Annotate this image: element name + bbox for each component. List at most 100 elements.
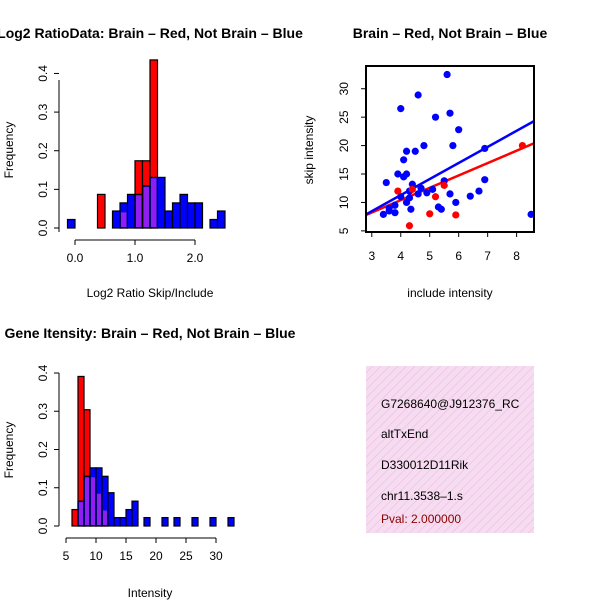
y-tick-label: 10	[337, 195, 351, 209]
not-brain-point	[402, 147, 411, 155]
overlap-bar	[97, 493, 101, 525]
x-tick-label: 20	[149, 549, 163, 563]
not-brain-point	[446, 109, 454, 117]
x-tick-label: 8	[513, 249, 520, 263]
not-brain-bar	[209, 218, 219, 229]
brain-point	[518, 141, 527, 150]
not-brain-bar	[216, 210, 226, 229]
not-brain-point	[408, 180, 416, 188]
y-tick-label: 5	[337, 227, 351, 234]
brain-bar	[96, 193, 106, 229]
not-brain-bar	[194, 202, 204, 229]
scatter-points	[366, 70, 534, 230]
overlap-bar	[136, 195, 142, 227]
not-brain-point	[411, 147, 419, 155]
not-brain-point	[446, 190, 454, 198]
y-tick-label: 0.4	[36, 65, 50, 82]
not-brain-point	[382, 178, 390, 187]
brain-point	[452, 211, 460, 219]
scatter-x-ticks: 3 4 5 6 7 8	[368, 232, 520, 263]
not-brain-point	[394, 170, 402, 178]
y-tick-label: 0.3	[36, 403, 50, 420]
not-brain-point	[466, 192, 474, 200]
x-tick-label: 15	[119, 549, 133, 563]
not-brain-bar	[179, 193, 189, 229]
not-brain-point	[437, 205, 445, 213]
y-tick-label: 30	[337, 82, 351, 96]
not-brain-bar	[126, 193, 136, 229]
not-brain-point	[429, 185, 437, 193]
not-brain-point	[397, 193, 405, 201]
y-tick-label: 0.2	[36, 142, 50, 159]
not-brain-point	[400, 156, 408, 164]
info-box: G7268640@J912376_RC altTxEnd D330012D11R…	[366, 366, 534, 533]
not-brain-bar	[171, 202, 181, 229]
not-brain-point	[414, 91, 422, 99]
not-brain-point	[443, 70, 451, 79]
ratio-histogram-bars	[66, 59, 226, 229]
info-pval: Pval: 2.000000	[381, 512, 461, 526]
scatter-plot-frame	[365, 65, 535, 233]
not-brain-bar	[191, 516, 199, 527]
scatter-panel: Brain – Red, Not Brain – Blue 3 4 5 6 7 8 5 10…	[302, 25, 547, 300]
brain-point	[426, 210, 434, 218]
not-brain-bar	[227, 516, 235, 527]
overlap-bar	[85, 477, 89, 525]
ratio-histogram-y-ticks: 0.0 0.1 0.2 0.3 0.4	[36, 65, 59, 236]
not-brain-point	[455, 126, 463, 134]
info-locus: chr11.3538–1.s	[381, 489, 463, 503]
scatter-x-label: include intensity	[407, 286, 492, 300]
brain-bar	[71, 508, 79, 527]
ratio-histogram-x-label: Log2 Ratio Skip/Include	[87, 286, 214, 300]
not-brain-bar	[119, 516, 127, 527]
overlap-bar	[121, 212, 127, 227]
info-probe-id: G7268640@J912376_RC	[381, 397, 520, 411]
not-brain-bar	[156, 176, 166, 229]
not-brain-point	[405, 194, 414, 202]
not-brain-point	[420, 141, 428, 150]
x-tick-label: 10	[89, 549, 103, 563]
not-brain-point	[391, 209, 399, 217]
not-brain-point	[449, 141, 457, 150]
not-brain-point	[414, 190, 422, 198]
x-tick-label: 5	[426, 249, 433, 263]
not-brain-point	[452, 198, 460, 207]
not-brain-point	[402, 170, 411, 178]
scatter-title: Brain – Red, Not Brain – Blue	[353, 25, 548, 41]
intensity-histogram-panel: Gene Itensity: Brain – Red, Not Brain – …	[2, 325, 296, 600]
intensity-histogram-y-ticks: 0.0 0.1 0.2 0.3 0.4	[36, 364, 59, 534]
y-tick-label: 0.1	[36, 479, 50, 496]
not-brain-bar	[111, 210, 121, 229]
y-tick-label: 0.3	[36, 103, 50, 120]
ratio-histogram-y-label: Frequency	[2, 122, 16, 179]
ratio-histogram-title: Log2 RatioData: Brain – Red, Not Brain –…	[0, 25, 303, 41]
x-tick-label: 7	[484, 249, 491, 263]
not-brain-point	[423, 189, 431, 197]
not-brain-bar	[164, 210, 174, 229]
ratio-histogram-panel: Log2 RatioData: Brain – Red, Not Brain –…	[0, 25, 303, 300]
intensity-histogram-x-ticks: 5 10 15 20 25 30	[63, 537, 223, 563]
not-brain-bar	[161, 516, 169, 527]
not-brain-bar	[107, 492, 115, 527]
not-brain-point	[481, 144, 489, 153]
x-tick-label: 1.0	[127, 251, 144, 265]
not-brain-fit-line	[366, 120, 534, 216]
not-brain-point	[385, 207, 393, 215]
scatter-y-ticks: 5 10 15 20 25 30	[337, 82, 366, 234]
brain-fit-line	[366, 142, 534, 217]
y-tick-label: 0.4	[36, 364, 50, 381]
not-brain-point	[481, 176, 489, 184]
x-tick-label: 2.0	[187, 251, 204, 265]
not-brain-point	[379, 210, 387, 218]
info-box-background	[366, 366, 534, 533]
brain-point	[408, 185, 416, 193]
brain-point	[394, 187, 402, 195]
x-tick-label: 5	[63, 549, 70, 563]
brain-point	[440, 181, 448, 189]
overlap-bar	[91, 477, 95, 525]
brain-point	[405, 222, 414, 230]
intensity-histogram-title: Gene Itensity: Brain – Red, Not Brain – …	[5, 325, 296, 341]
not-brain-bar	[173, 516, 181, 527]
not-brain-bar	[131, 500, 139, 527]
y-tick-label: 15	[337, 167, 351, 181]
